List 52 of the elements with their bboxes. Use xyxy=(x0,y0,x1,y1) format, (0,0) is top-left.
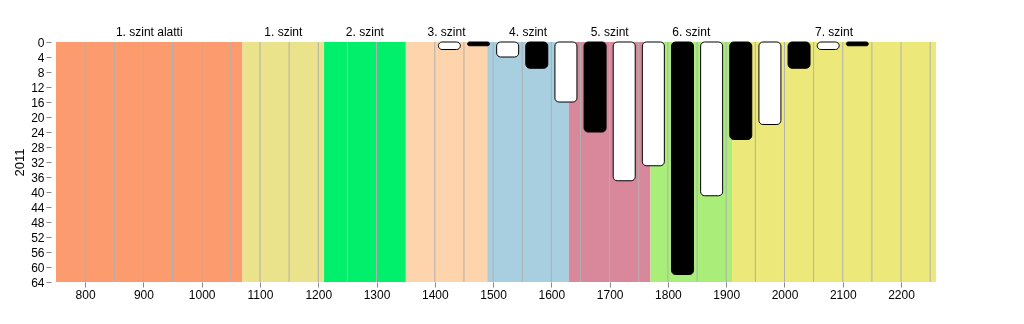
bar xyxy=(554,41,578,103)
y-tick-label: 0 xyxy=(37,35,45,50)
x-tick-label: 1300 xyxy=(363,287,391,302)
band-label: 1. szint xyxy=(264,25,303,39)
x-tick-label: 1900 xyxy=(713,287,741,302)
y-tick-label: 36 xyxy=(31,170,45,185)
y-tick-label: 28 xyxy=(31,140,45,155)
y-tick-label: 56 xyxy=(31,245,45,260)
y-axis-title: 2011 xyxy=(12,148,28,177)
bar xyxy=(583,41,607,133)
bar xyxy=(670,41,694,275)
band-label: 4. szint xyxy=(509,25,548,39)
bar xyxy=(525,41,549,69)
x-tick-label: 2000 xyxy=(771,287,799,302)
x-tick-label: 1800 xyxy=(655,287,683,302)
x-tick-label: 1400 xyxy=(421,287,449,302)
bar xyxy=(787,41,811,69)
y-tick-label: 20 xyxy=(31,110,45,125)
y-tick-label: 52 xyxy=(31,230,45,245)
x-tick-label: 2200 xyxy=(888,287,916,302)
x-tick-label: 2100 xyxy=(829,287,857,302)
band-label: 7. szint xyxy=(815,25,854,39)
y-tick-label: 8 xyxy=(37,65,45,80)
x-tick-label: 1000 xyxy=(188,287,216,302)
bar xyxy=(496,41,520,58)
y-tick-label: 4 xyxy=(37,50,45,65)
x-tick-label: 1100 xyxy=(247,287,274,302)
band-label: 6. szint xyxy=(672,25,711,39)
y-tick-label: 64 xyxy=(31,275,45,290)
band-label: 1. szint alatti xyxy=(115,25,183,39)
x-tick-label: 1600 xyxy=(538,287,566,302)
y-tick-label: 60 xyxy=(31,260,45,275)
x-tick-label: 1500 xyxy=(480,287,508,302)
x-tick-label: 1200 xyxy=(305,287,333,302)
y-tick-label: 16 xyxy=(31,95,45,110)
band-label: 5. szint xyxy=(590,25,630,39)
bar xyxy=(641,41,665,167)
y-tick-label: 40 xyxy=(31,185,45,200)
band-label: 2. szint xyxy=(345,25,385,39)
y-tick-label: 48 xyxy=(31,215,45,230)
band-label: 3. szint xyxy=(427,25,467,39)
bar xyxy=(700,41,724,197)
bar xyxy=(612,41,636,182)
y-tick-label: 44 xyxy=(31,200,45,215)
bar xyxy=(729,41,753,140)
y-tick-label: 12 xyxy=(31,80,45,95)
bar xyxy=(758,41,782,125)
x-tick-label: 900 xyxy=(133,287,155,302)
x-tick-label: 1700 xyxy=(596,287,624,302)
y-tick-label: 24 xyxy=(31,125,45,140)
x-tick-label: 800 xyxy=(75,287,96,302)
y-tick-label: 32 xyxy=(31,155,45,170)
